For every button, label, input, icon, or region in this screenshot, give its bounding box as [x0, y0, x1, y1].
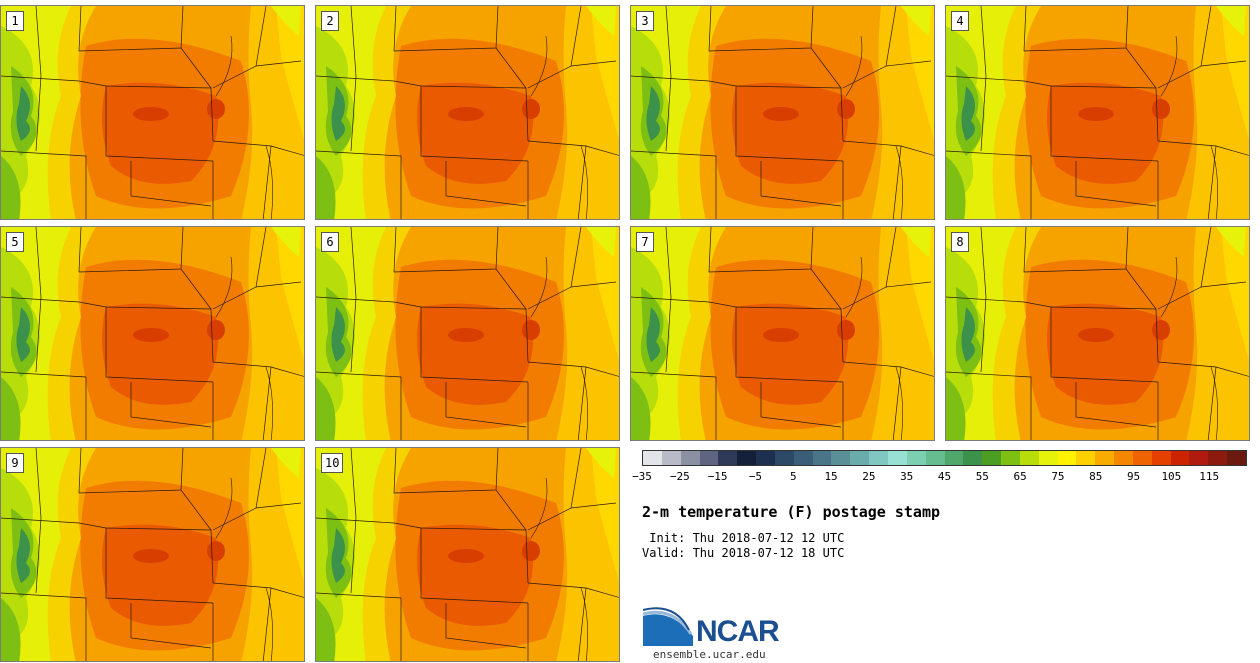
member-panel: 9 — [0, 447, 305, 662]
ncar-logo-icon — [643, 607, 693, 646]
colorbar-segment — [793, 451, 813, 465]
colorbar-tick: 115 — [1199, 470, 1220, 483]
colorbar-segment — [963, 451, 983, 465]
colorbar-segment — [812, 451, 832, 465]
init-time: Init: Thu 2018-07-12 12 UTC — [642, 531, 845, 545]
colorbar-segment — [680, 451, 700, 465]
member-label: 10 — [321, 453, 344, 473]
colorbar-segment — [1019, 451, 1039, 465]
member-panel: 7 — [630, 226, 935, 441]
colorbar-segment — [643, 451, 662, 465]
colorbar-tick: 5 — [789, 470, 797, 483]
colorbar-segment — [1038, 451, 1058, 465]
valid-time: Valid: Thu 2018-07-12 18 UTC — [642, 546, 845, 560]
colorbar-tick: 35 — [900, 470, 914, 483]
colorbar-tick: 105 — [1161, 470, 1182, 483]
colorbar-segment — [869, 451, 888, 465]
colorbar-segment — [1132, 451, 1152, 465]
member-label: 7 — [636, 232, 654, 252]
colorbar-segment — [1001, 451, 1020, 465]
colorbar-tick: −5 — [748, 470, 763, 483]
colorbar-segment — [737, 451, 757, 465]
member-label: 6 — [321, 232, 339, 252]
colorbar-segment — [925, 451, 945, 465]
temperature-colorbar — [642, 450, 1247, 466]
temperature-map — [1, 6, 304, 219]
colorbar-segment — [1151, 451, 1171, 465]
colorbar-segment — [699, 451, 719, 465]
temperature-map — [316, 6, 619, 219]
ncar-logo-text: NCAR — [696, 615, 780, 648]
colorbar-tick: 15 — [824, 470, 838, 483]
colorbar-tick: 85 — [1089, 470, 1103, 483]
member-label: 8 — [951, 232, 969, 252]
member-panel: 6 — [315, 226, 620, 441]
colorbar-tick: −35 — [632, 470, 652, 483]
colorbar-tick: −25 — [669, 470, 690, 483]
colorbar-tick: 65 — [1013, 470, 1027, 483]
temperature-map — [1, 448, 304, 661]
member-panel: 8 — [945, 226, 1250, 441]
site-url: ensemble.ucar.edu — [653, 648, 766, 661]
colorbar-segment — [1227, 451, 1246, 465]
colorbar-segment — [944, 451, 964, 465]
colorbar-tick: −15 — [707, 470, 728, 483]
colorbar-tick: 95 — [1126, 470, 1141, 483]
colorbar-tick-labels: −35 −25 −15 −5 5 15 25 35 45 55 65 75 85 95 105 115 — [632, 470, 1247, 484]
member-label: 1 — [6, 11, 24, 31]
temperature-map — [631, 6, 934, 219]
colorbar-segment — [756, 451, 775, 465]
colorbar-segment — [831, 451, 851, 465]
colorbar-segment — [661, 451, 681, 465]
member-panel: 4 — [945, 5, 1250, 220]
colorbar-segment — [1170, 451, 1190, 465]
colorbar-segment — [1057, 451, 1077, 465]
member-panel: 3 — [630, 5, 935, 220]
colorbar-tick: 25 — [862, 470, 876, 483]
colorbar-segment — [1095, 451, 1115, 465]
member-panel: 1 — [0, 5, 305, 220]
colorbar-segment — [1189, 451, 1209, 465]
colorbar-segment — [1208, 451, 1228, 465]
colorbar-segment — [718, 451, 738, 465]
colorbar-segment — [1114, 451, 1133, 465]
member-label: 2 — [321, 11, 339, 31]
member-label: 3 — [636, 11, 654, 31]
colorbar-segment — [1076, 451, 1096, 465]
colorbar-segment — [906, 451, 926, 465]
member-panel: 10 — [315, 447, 620, 662]
colorbar-segment — [850, 451, 870, 465]
temperature-map — [316, 227, 619, 440]
colorbar-segment — [887, 451, 907, 465]
member-label: 9 — [6, 453, 24, 473]
temperature-map — [1, 227, 304, 440]
chart-title: 2-m temperature (F) postage stamp — [642, 503, 941, 521]
colorbar-tick: 55 — [975, 470, 989, 483]
colorbar-tick: 75 — [1051, 470, 1065, 483]
colorbar-segment — [774, 451, 794, 465]
member-label: 4 — [951, 11, 969, 31]
temperature-map — [946, 6, 1249, 219]
colorbar-segment — [982, 451, 1002, 465]
temperature-map — [316, 448, 619, 661]
member-panel: 2 — [315, 5, 620, 220]
member-panel: 5 — [0, 226, 305, 441]
temperature-map — [631, 227, 934, 440]
temperature-map — [946, 227, 1249, 440]
colorbar-tick: 45 — [937, 470, 952, 483]
member-label: 5 — [6, 232, 24, 252]
